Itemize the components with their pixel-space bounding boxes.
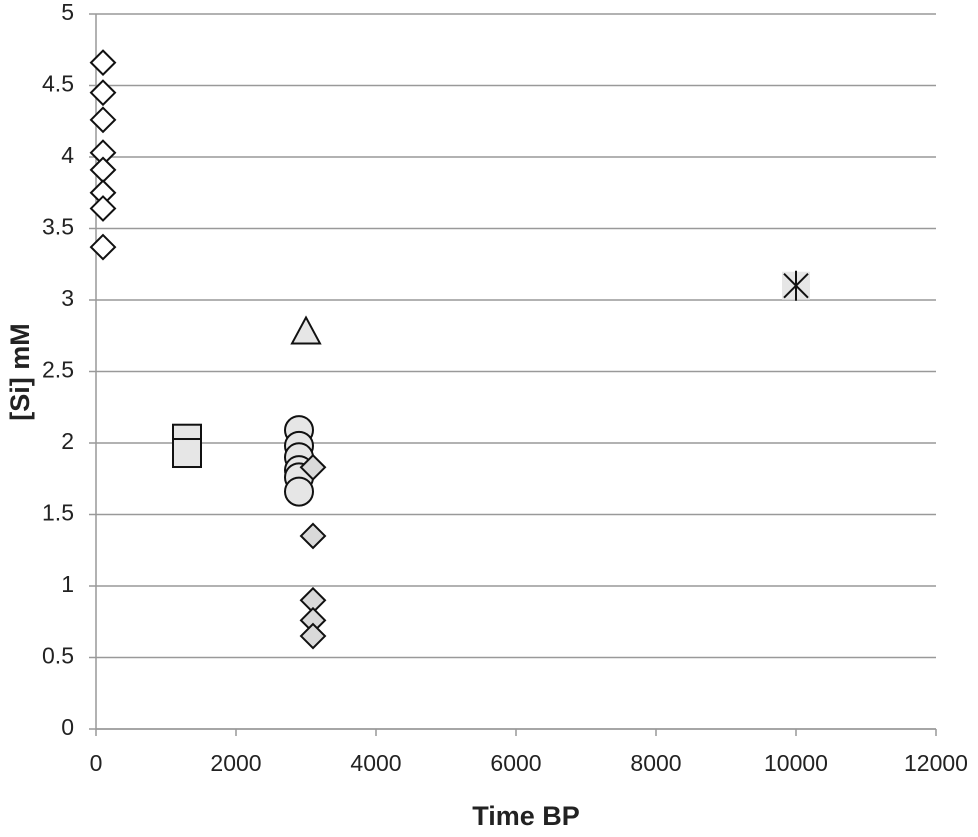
y-tick-label: 2.5 — [42, 357, 74, 383]
triangle-marker — [290, 315, 322, 345]
diamond-marker — [299, 622, 327, 650]
x-tick-label: 2000 — [210, 750, 261, 776]
y-axis-title: [Si] mM — [5, 323, 35, 421]
x-tick-label: 10000 — [764, 750, 828, 776]
y-tick-label: 5 — [61, 0, 74, 25]
star-marker — [783, 270, 809, 301]
y-tick-label: 1.5 — [42, 500, 74, 526]
diamond-marker — [89, 106, 117, 134]
x-tick-label: 4000 — [350, 750, 401, 776]
x-tick-label: 12000 — [904, 750, 968, 776]
x-axis-title: Time BP — [472, 801, 580, 831]
x-tick-label: 0 — [90, 750, 103, 776]
diamond-marker — [299, 453, 327, 481]
y-tick-label: 4 — [61, 142, 74, 168]
diamond-marker — [89, 79, 117, 107]
y-tick-label: 1 — [61, 571, 74, 597]
y-tick-label: 0.5 — [42, 643, 74, 669]
x-tick-label: 6000 — [490, 750, 541, 776]
y-tick-label: 3 — [61, 285, 74, 311]
diamond-marker — [89, 195, 117, 222]
circle-marker — [284, 476, 314, 507]
diamond-marker — [299, 522, 327, 550]
square-marker — [172, 438, 202, 469]
diamond-marker — [89, 156, 117, 184]
y-tick-label: 3.5 — [42, 214, 74, 240]
diamond-marker — [89, 233, 117, 261]
diamond-marker — [89, 49, 117, 77]
y-tick-label: 4.5 — [42, 71, 74, 97]
x-tick-label: 8000 — [630, 750, 681, 776]
y-tick-label: 2 — [61, 428, 74, 454]
y-tick-label: 0 — [61, 714, 74, 740]
